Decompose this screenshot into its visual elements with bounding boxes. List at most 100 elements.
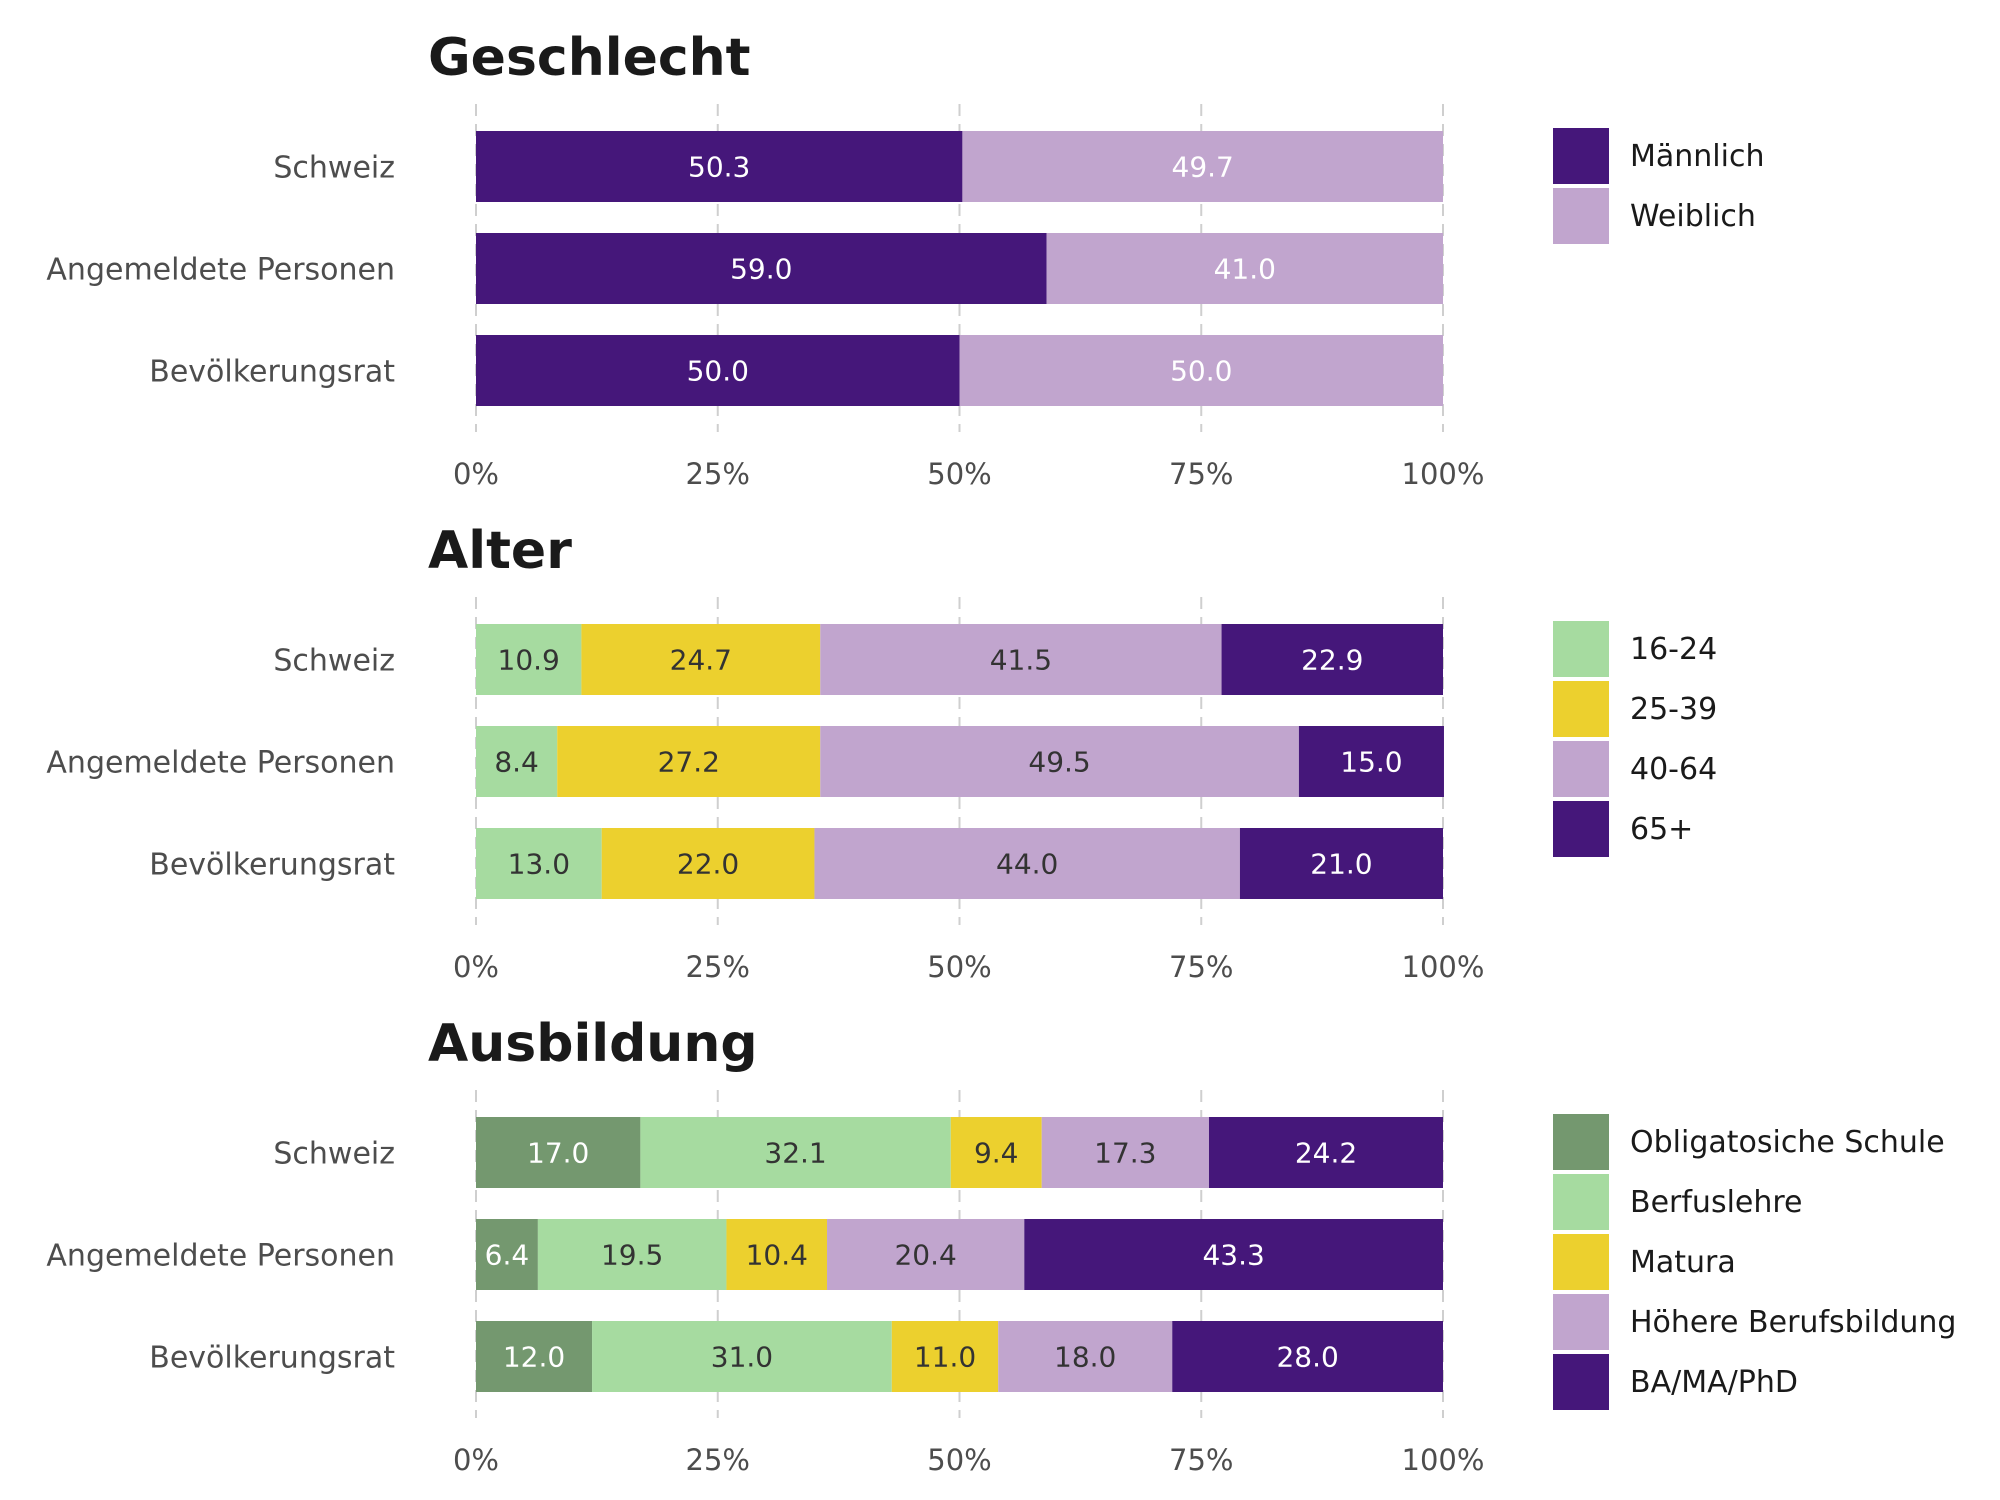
bar-value-label: 59.0 bbox=[730, 253, 792, 286]
bar-segment bbox=[476, 828, 602, 899]
bar-value-label: 44.0 bbox=[996, 848, 1058, 881]
bar-segment bbox=[1239, 828, 1443, 899]
bar-value-label: 31.0 bbox=[711, 1341, 773, 1374]
panel-title: Geschlecht bbox=[428, 28, 751, 88]
bar-segment bbox=[1024, 1219, 1443, 1290]
bar-value-label: 22.9 bbox=[1301, 644, 1363, 677]
legend-swatch bbox=[1553, 128, 1609, 184]
bar-value-label: 50.0 bbox=[1170, 355, 1232, 388]
x-tick-label: 25% bbox=[686, 950, 750, 984]
bar-value-label: 9.4 bbox=[974, 1137, 1019, 1170]
x-tick-label: 100% bbox=[1402, 1443, 1485, 1477]
bar-segment bbox=[581, 624, 821, 695]
bar-value-label: 10.9 bbox=[498, 644, 560, 677]
bar-value-label: 32.1 bbox=[764, 1137, 826, 1170]
legend-label: Männlich bbox=[1630, 139, 1764, 174]
x-tick-label: 25% bbox=[686, 457, 750, 491]
bar-value-label: 41.5 bbox=[990, 644, 1052, 677]
bar-segment bbox=[827, 1219, 1025, 1290]
x-tick-label: 100% bbox=[1402, 457, 1485, 491]
bar-segment bbox=[601, 828, 815, 899]
bar-segment bbox=[476, 233, 1047, 304]
legend-swatch bbox=[1553, 801, 1609, 857]
bar-value-label: 13.0 bbox=[508, 848, 570, 881]
legend-label: Höhere Berufsbildung bbox=[1630, 1305, 1956, 1340]
bar-value-label: 50.3 bbox=[688, 151, 750, 184]
bar-segment bbox=[1041, 1117, 1209, 1188]
chart-panel-1: Alter Schweiz 10.9 24.7 41.5 22.9 Angemeldete … bbox=[46, 521, 1717, 984]
bar-value-label: 22.0 bbox=[677, 848, 739, 881]
bar-segment bbox=[476, 1117, 641, 1188]
bar-value-label: 18.0 bbox=[1054, 1341, 1116, 1374]
legend-swatch bbox=[1553, 621, 1609, 677]
panel-title: Alter bbox=[428, 521, 572, 581]
category-label: Bevölkerungsrat bbox=[149, 355, 395, 390]
bar-value-label: 17.0 bbox=[527, 1137, 589, 1170]
bar-value-label: 19.5 bbox=[601, 1239, 663, 1272]
legend-label: Matura bbox=[1630, 1245, 1736, 1280]
legend-label: BA/MA/PhD bbox=[1630, 1365, 1798, 1400]
x-tick-label: 75% bbox=[1169, 1443, 1233, 1477]
category-label: Angemeldete Personen bbox=[46, 746, 395, 781]
bar-segment bbox=[476, 624, 582, 695]
x-tick-label: 50% bbox=[927, 1443, 991, 1477]
bar-value-label: 24.2 bbox=[1295, 1137, 1357, 1170]
chart-panel-0: Geschlecht Schweiz 50.3 49.7 Angemeldete Per… bbox=[46, 28, 1764, 491]
bar-segment bbox=[1172, 1321, 1443, 1392]
x-tick-label: 75% bbox=[1169, 457, 1233, 491]
legend-label: Berfuslehre bbox=[1630, 1185, 1803, 1220]
bar-value-label: 43.3 bbox=[1202, 1239, 1264, 1272]
bar-value-label: 17.3 bbox=[1094, 1137, 1156, 1170]
bar-value-label: 49.5 bbox=[1028, 746, 1090, 779]
legend-swatch bbox=[1553, 1354, 1609, 1410]
bar-segment bbox=[891, 1321, 999, 1392]
x-tick-label: 50% bbox=[927, 457, 991, 491]
panel-title: Ausbildung bbox=[428, 1014, 758, 1074]
bar-value-label: 6.4 bbox=[485, 1239, 530, 1272]
bar-value-label: 27.2 bbox=[658, 746, 720, 779]
bar-segment bbox=[476, 131, 963, 202]
bar-segment bbox=[476, 1219, 538, 1290]
bar-segment bbox=[476, 726, 558, 797]
bar-segment bbox=[1298, 726, 1444, 797]
x-tick-label: 100% bbox=[1402, 950, 1485, 984]
category-label: Angemeldete Personen bbox=[46, 253, 395, 288]
bar-segment bbox=[820, 726, 1299, 797]
category-label: Bevölkerungsrat bbox=[149, 1341, 395, 1376]
bar-value-label: 10.4 bbox=[746, 1239, 808, 1272]
category-label: Bevölkerungsrat bbox=[149, 848, 395, 883]
bar-value-label: 21.0 bbox=[1310, 848, 1372, 881]
category-label: Schweiz bbox=[273, 1137, 395, 1172]
bar-segment bbox=[962, 131, 1443, 202]
bar-value-label: 41.0 bbox=[1214, 253, 1276, 286]
x-tick-label: 25% bbox=[686, 1443, 750, 1477]
legend-label: Obligatosiche Schule bbox=[1630, 1125, 1945, 1160]
bar-segment bbox=[640, 1117, 951, 1188]
bar-segment bbox=[820, 624, 1222, 695]
bar-segment bbox=[476, 335, 960, 406]
x-tick-label: 50% bbox=[927, 950, 991, 984]
x-tick-label: 75% bbox=[1169, 950, 1233, 984]
legend-swatch bbox=[1553, 1174, 1609, 1230]
bar-segment bbox=[537, 1219, 727, 1290]
bar-value-label: 20.4 bbox=[894, 1239, 956, 1272]
legend-swatch bbox=[1553, 1294, 1609, 1350]
category-label: Schweiz bbox=[273, 151, 395, 186]
bar-segment bbox=[959, 335, 1443, 406]
bar-value-label: 24.7 bbox=[670, 644, 732, 677]
bar-value-label: 15.0 bbox=[1340, 746, 1402, 779]
legend-label: 40-64 bbox=[1630, 752, 1717, 787]
bar-segment bbox=[592, 1321, 892, 1392]
chart-panel-2: Ausbildung Schweiz 17.0 32.1 9.4 17.3 24.2 Ange… bbox=[46, 1014, 1956, 1477]
bar-value-label: 8.4 bbox=[494, 746, 539, 779]
legend-swatch bbox=[1553, 1234, 1609, 1290]
legend-label: 65+ bbox=[1630, 812, 1693, 847]
category-label: Schweiz bbox=[273, 644, 395, 679]
bar-segment bbox=[1208, 1117, 1443, 1188]
bar-segment bbox=[998, 1321, 1173, 1392]
bar-segment bbox=[557, 726, 821, 797]
bar-segment bbox=[1046, 233, 1443, 304]
legend-swatch bbox=[1553, 188, 1609, 244]
legend-label: 25-39 bbox=[1630, 692, 1717, 727]
